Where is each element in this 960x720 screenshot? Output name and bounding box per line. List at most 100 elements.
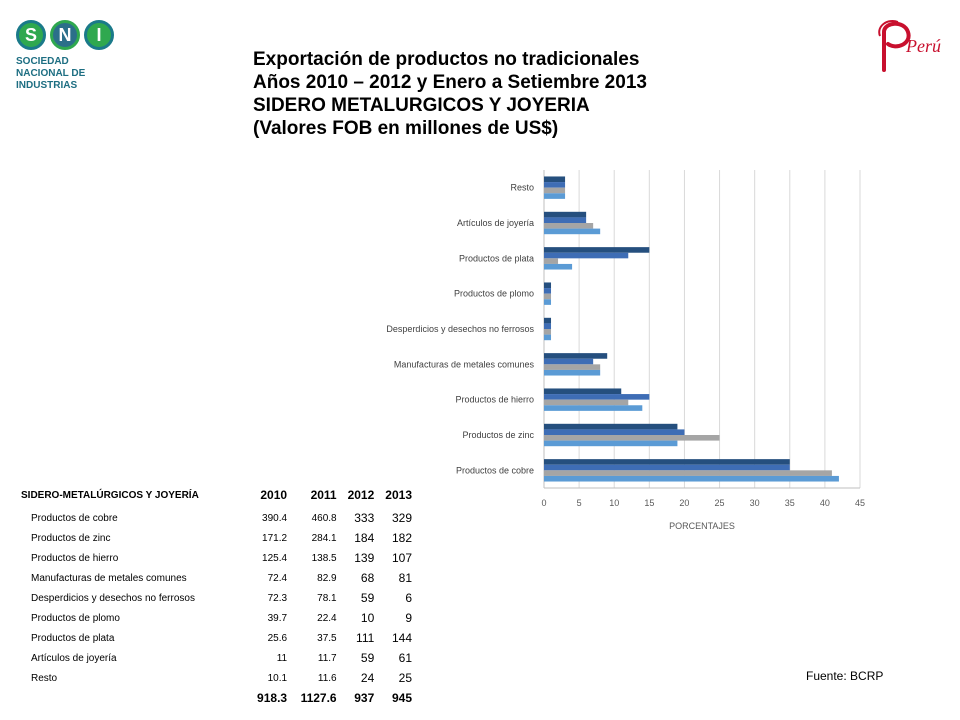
title-line-2: Años 2010 – 2012 y Enero a Setiembre 201… bbox=[253, 72, 647, 93]
table-cell-2012: 68 bbox=[360, 571, 375, 585]
y-category-label: Manufacturas de metales comunes bbox=[394, 359, 535, 369]
bar bbox=[544, 323, 552, 329]
table-row-name: Desperdicios y desechos no ferrosos bbox=[31, 592, 195, 604]
table-cell-2012: 333 bbox=[354, 511, 375, 525]
y-category-label: Productos de plata bbox=[459, 253, 534, 263]
y-category-label: Resto bbox=[510, 183, 534, 193]
table-header-2013: 2013 bbox=[385, 488, 412, 502]
title-line-3: SIDERO METALURGICOS Y JOYERIA bbox=[253, 95, 590, 116]
table-row: Productos de plata 25.6 37.5 111 144 bbox=[15, 628, 415, 648]
table-cell-2012: 59 bbox=[360, 591, 375, 605]
bar bbox=[544, 252, 629, 259]
bar bbox=[544, 263, 573, 270]
table-cell-2012: 10 bbox=[360, 611, 375, 625]
table-cell-2010: 72.4 bbox=[267, 572, 288, 584]
bar bbox=[544, 334, 552, 341]
table-total-row: 918.3 1127.6 937 945 bbox=[15, 688, 415, 708]
bar bbox=[544, 435, 720, 441]
bar bbox=[544, 217, 587, 223]
table-row-name: Productos de plomo bbox=[31, 612, 120, 624]
x-tick-label: 40 bbox=[820, 498, 830, 508]
x-axis-label: PORCENTAJES bbox=[669, 521, 735, 531]
table-cell-2011: 11.6 bbox=[317, 672, 337, 684]
table-cell-2010: 72.3 bbox=[267, 592, 288, 604]
bar bbox=[544, 388, 622, 395]
table-total-2011: 1127.6 bbox=[300, 691, 337, 705]
sni-name: SOCIEDAD NACIONAL DE INDUSTRIAS bbox=[16, 56, 86, 91]
table-row: Artículos de joyería 11 11.7 59 61 bbox=[15, 648, 415, 668]
y-category-label: Productos de cobre bbox=[456, 465, 534, 475]
bar bbox=[544, 470, 832, 476]
bar bbox=[544, 247, 650, 253]
bar bbox=[544, 228, 601, 235]
x-tick-label: 10 bbox=[609, 498, 619, 508]
peru-logo-mark: Perú bbox=[878, 20, 941, 72]
x-tick-label: 25 bbox=[715, 498, 725, 508]
table-cell-2010: 25.6 bbox=[267, 632, 288, 644]
sni-letters: S N I bbox=[16, 20, 156, 50]
bar bbox=[544, 405, 643, 411]
bar bbox=[544, 223, 594, 229]
y-category-label: Productos de hierro bbox=[455, 395, 534, 405]
table-header-2010: 2010 bbox=[260, 488, 288, 502]
bar bbox=[544, 176, 566, 183]
bar bbox=[544, 353, 608, 359]
table-cell-2012: 59 bbox=[360, 651, 375, 665]
table-cell-2011: 78.1 bbox=[317, 592, 337, 604]
table-cell-2013: 6 bbox=[405, 591, 412, 605]
bar-chart-svg: 0 5 10 15 20 25 30 35 40 45 PORCENTAJES Resto Artícu… bbox=[386, 170, 924, 531]
bar bbox=[544, 475, 839, 482]
bar bbox=[544, 258, 559, 264]
table-cell-2013: 182 bbox=[391, 531, 412, 545]
bar bbox=[544, 211, 587, 218]
table-cell-2010: 11 bbox=[276, 652, 288, 664]
table-total-2013: 945 bbox=[391, 691, 412, 705]
table-row-name: Productos de zinc bbox=[31, 532, 111, 544]
x-tick-label: 35 bbox=[785, 498, 795, 508]
table-cell-2012: 24 bbox=[360, 671, 375, 685]
bar bbox=[544, 464, 790, 471]
sni-logo: S N I SOCIEDAD NACIONAL DE INDUSTRIAS bbox=[16, 20, 156, 110]
x-tick-label: 20 bbox=[679, 498, 689, 508]
table-total-2012: 937 bbox=[354, 691, 375, 705]
table-row: Productos de hierro 125.4 138.5 139 107 bbox=[15, 548, 415, 568]
table-header-name: SIDERO-METALÚRGICOS Y JOYERÍA bbox=[21, 489, 199, 501]
table-row: Productos de plomo 39.7 22.4 10 9 bbox=[15, 608, 415, 628]
table-row-name: Artículos de joyería bbox=[31, 652, 117, 664]
table-cell-2011: 11.7 bbox=[317, 652, 337, 664]
sni-letter-i: I bbox=[84, 20, 114, 50]
bar bbox=[544, 288, 552, 294]
bar-chart: 0 5 10 15 20 25 30 35 40 45 PORCENTAJES Resto Artícu… bbox=[325, 160, 924, 545]
peru-logo-text: Perú bbox=[905, 36, 941, 56]
table-cell-2010: 390.4 bbox=[262, 512, 288, 524]
y-category-label: Productos de zinc bbox=[462, 430, 534, 440]
title-line-4: (Valores FOB en millones de US$) bbox=[253, 118, 559, 139]
table-row: Productos de zinc 171.2 284.1 184 182 bbox=[15, 528, 415, 548]
table-cell-2013: 9 bbox=[405, 611, 412, 625]
table-row: Manufacturas de metales comunes 72.4 82.9 6… bbox=[15, 568, 415, 588]
x-tick-label: 15 bbox=[644, 498, 654, 508]
table-total-2010: 918.3 bbox=[257, 691, 288, 705]
table-row-name: Productos de hierro bbox=[31, 552, 119, 564]
table-cell-2012: 184 bbox=[354, 531, 375, 545]
x-tick-label: 45 bbox=[855, 498, 865, 508]
sni-letter-n: N bbox=[50, 20, 80, 50]
table-row-name: Manufacturas de metales comunes bbox=[31, 572, 187, 584]
table-header-row: SIDERO-METALÚRGICOS Y JOYERÍA 2010 2011 … bbox=[15, 482, 415, 508]
table-cell-2010: 39.7 bbox=[267, 612, 288, 624]
bar bbox=[544, 423, 678, 430]
bar bbox=[544, 440, 678, 447]
bar bbox=[544, 182, 566, 188]
table-row-name: Resto bbox=[31, 672, 58, 684]
x-tick-label: 0 bbox=[541, 498, 546, 508]
table-cell-2011: 37.5 bbox=[317, 632, 337, 644]
x-tick-label: 5 bbox=[577, 498, 582, 508]
table-cell-2013: 25 bbox=[398, 671, 412, 685]
table-cell-2011: 460.8 bbox=[311, 512, 337, 524]
bar bbox=[544, 399, 629, 406]
table-cell-2012: 139 bbox=[354, 551, 375, 565]
table-row: Resto 10.1 11.6 24 25 bbox=[15, 668, 415, 688]
table-cell-2011: 82.9 bbox=[317, 572, 337, 584]
table-header-2011: 2011 bbox=[310, 488, 337, 502]
table-cell-2013: 144 bbox=[391, 631, 412, 645]
